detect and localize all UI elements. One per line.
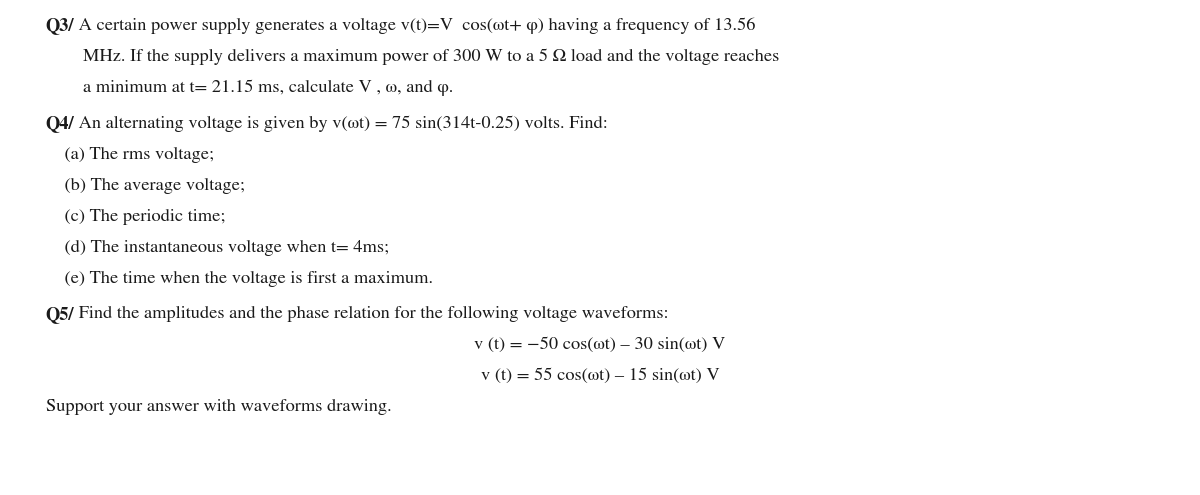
Text: Support your answer with waveforms drawing.: Support your answer with waveforms drawi… xyxy=(46,399,391,415)
Text: (e) The time when the voltage is first a maximum.: (e) The time when the voltage is first a… xyxy=(46,271,433,287)
Text: An alternating voltage is given by v(ωt) = 75 sin(314t-0.25) volts. Find:: An alternating voltage is given by v(ωt)… xyxy=(74,115,608,132)
Text: Q5/: Q5/ xyxy=(46,305,74,323)
Text: v₂(t) = 55 cos(ωt) – 15 sin(ωt) V: v₂(t) = 55 cos(ωt) – 15 sin(ωt) V xyxy=(481,368,719,384)
Text: v₁(t) = −50 cos(ωt) – 30 sin(ωt) V: v₁(t) = −50 cos(ωt) – 30 sin(ωt) V xyxy=(474,337,726,353)
Text: (c) The periodic time;: (c) The periodic time; xyxy=(46,209,226,225)
Text: (b) The average voltage;: (b) The average voltage; xyxy=(46,178,245,194)
Text: (a) The rms voltage;: (a) The rms voltage; xyxy=(46,147,214,162)
Text: a minimum at t= 21.15 ms, calculate Vₘ, ω, and φ.: a minimum at t= 21.15 ms, calculate Vₘ, … xyxy=(46,80,452,96)
Text: MHz. If the supply delivers a maximum power of 300 W to a 5 Ω load and the volta: MHz. If the supply delivers a maximum po… xyxy=(46,49,779,65)
Text: A certain power supply generates a voltage v(t)=Vₘ cos(ωt+ φ) having a frequency: A certain power supply generates a volta… xyxy=(74,17,756,34)
Text: Q4/: Q4/ xyxy=(46,115,74,132)
Text: (d) The instantaneous voltage when t= 4ms;: (d) The instantaneous voltage when t= 4m… xyxy=(46,240,389,256)
Text: Find the amplitudes and the phase relation for the following voltage waveforms:: Find the amplitudes and the phase relati… xyxy=(74,305,668,322)
Text: Q3/: Q3/ xyxy=(46,17,74,34)
